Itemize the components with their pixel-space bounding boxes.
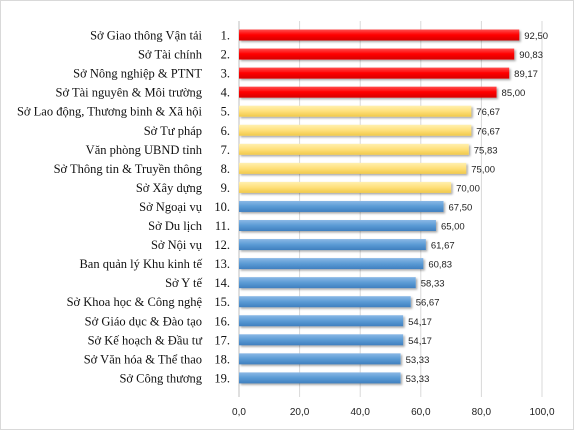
category-label: Sở Giao thông Vận tải — [90, 29, 202, 43]
x-tick-label: 80,0 — [472, 407, 492, 418]
data-label: 58,33 — [421, 279, 445, 290]
bar — [239, 29, 520, 41]
rank-label: 10. — [214, 200, 230, 214]
bar — [239, 181, 452, 193]
category-label: Sở Du lịch — [148, 219, 203, 233]
category-label: Sở Công thương — [119, 371, 202, 385]
rank-label: 17. — [214, 333, 230, 347]
bar — [239, 86, 497, 98]
bar — [239, 296, 411, 308]
data-label: 85,00 — [502, 88, 526, 99]
data-label: 61,67 — [431, 241, 455, 252]
bar — [239, 277, 416, 289]
data-label: 75,83 — [474, 145, 498, 156]
rank-label: 2. — [221, 48, 230, 62]
rank-label: 15. — [214, 295, 230, 309]
x-tick-label: 20,0 — [290, 407, 310, 418]
rank-label: 11. — [215, 219, 230, 233]
rank-label: 4. — [221, 86, 230, 100]
bar — [239, 162, 467, 174]
rank-label: 5. — [221, 105, 230, 119]
rank-label: 12. — [214, 238, 230, 252]
rank-label: 13. — [214, 257, 230, 271]
rank-label: 19. — [214, 371, 230, 385]
data-label: 60,83 — [428, 260, 452, 271]
rank-label: 18. — [214, 352, 230, 366]
bar — [239, 315, 404, 327]
bar — [239, 67, 510, 79]
category-label: Văn phòng UBND tỉnh — [86, 143, 203, 157]
data-label: 56,67 — [416, 298, 440, 309]
bar — [239, 239, 426, 251]
x-tick-label: 100,0 — [529, 407, 554, 418]
rank-label: 1. — [221, 29, 230, 43]
category-label: Sở Khoa học & Công nghệ — [67, 295, 203, 309]
rank-label: 6. — [221, 124, 230, 138]
category-label: Sở Lao động, Thương binh & Xã hội — [17, 105, 203, 119]
category-label: Sở Nội vụ — [151, 238, 203, 252]
data-label: 53,33 — [406, 355, 430, 366]
rank-label: 14. — [214, 276, 230, 290]
category-label: Sở Thông tin & Truyền thông — [54, 162, 203, 176]
category-label: Sở Xây dựng — [136, 181, 203, 195]
data-label: 90,83 — [519, 50, 543, 61]
data-label: 76,67 — [476, 126, 500, 137]
bar — [239, 258, 424, 270]
data-label: 65,00 — [441, 222, 465, 233]
data-label: 75,00 — [471, 164, 495, 175]
data-label: 67,50 — [449, 202, 473, 213]
category-label: Ban quản lý Khu kinh tế — [79, 257, 202, 271]
data-label: 92,50 — [524, 31, 548, 42]
bar — [239, 124, 472, 136]
category-label: Sở Tài nguyên & Môi trường — [56, 86, 203, 100]
rank-label: 16. — [214, 314, 230, 328]
category-label: Sở Kế hoạch & Đầu tư — [88, 333, 204, 347]
data-label: 70,00 — [456, 183, 480, 194]
bar — [239, 372, 401, 384]
category-label: Sở Nông nghiệp & PTNT — [73, 67, 202, 81]
bars — [239, 29, 520, 384]
rank-label: 3. — [221, 67, 230, 81]
bar — [239, 48, 515, 60]
category-label: Sở Ngoại vụ — [139, 200, 203, 214]
x-tick-label: 40,0 — [350, 407, 370, 418]
x-tick-label: 60,0 — [411, 407, 431, 418]
labels: Sở Giao thông Vận tải 1. 92,50 Sở Tài chính… — [17, 29, 548, 386]
category-label: Sở Tư pháp — [144, 124, 202, 138]
rank-label: 9. — [221, 181, 230, 195]
data-label: 76,67 — [476, 107, 500, 118]
data-label: 54,17 — [408, 317, 432, 328]
x-tick-label: 0,0 — [232, 407, 246, 418]
data-label: 53,33 — [406, 374, 430, 385]
data-label: 89,17 — [514, 69, 538, 80]
bar — [239, 200, 444, 212]
bar — [239, 353, 401, 365]
data-label: 54,17 — [408, 336, 432, 347]
category-label: Sở Tài chính — [138, 48, 203, 62]
category-label: Sở Văn hóa & Thể thao — [84, 352, 202, 366]
bar — [239, 334, 404, 346]
x-axis-ticks: 0,0 20,0 40,0 60,0 80,0 100,0 — [232, 407, 555, 418]
rank-label: 8. — [221, 162, 230, 176]
rank-label: 7. — [221, 143, 230, 157]
bar — [239, 220, 436, 231]
category-label: Sở Y tế — [165, 276, 202, 290]
category-label: Sở Giáo dục & Đào tạo — [85, 314, 202, 328]
bar — [239, 105, 472, 117]
bar — [239, 143, 469, 155]
